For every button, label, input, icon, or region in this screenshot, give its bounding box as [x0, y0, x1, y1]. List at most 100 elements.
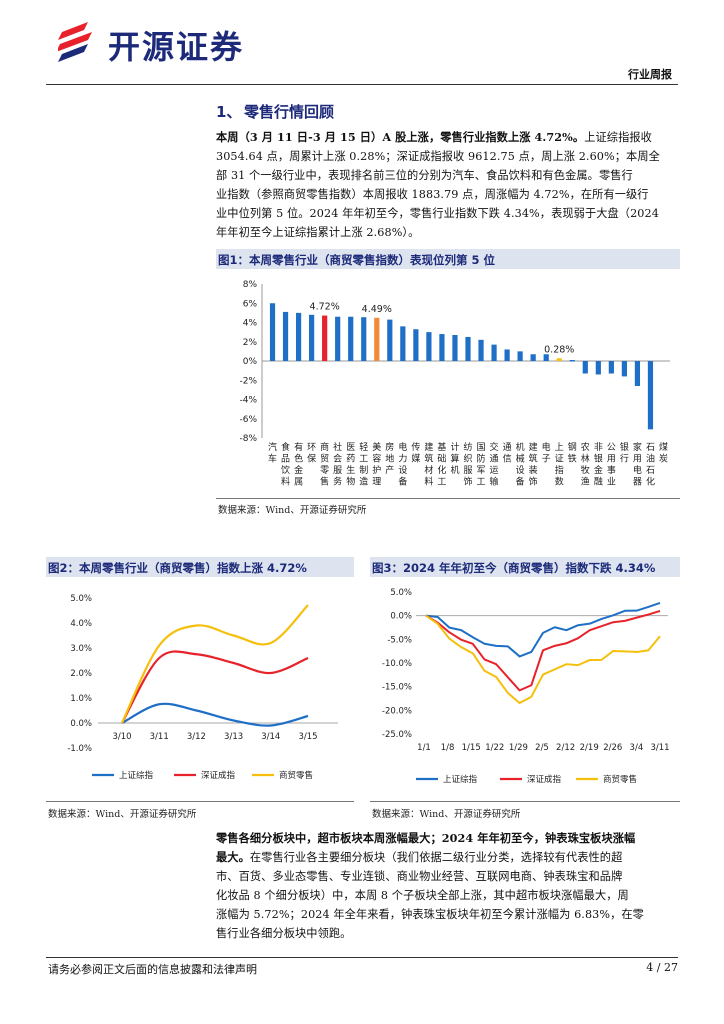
category-label-char: 电: [542, 441, 551, 453]
para2-line: 涨幅为 5.72%；2024 年全年来看，钟表珠宝板块年初至今累计涨幅为 6.8…: [216, 908, 644, 921]
category-label-char: 零: [320, 465, 329, 476]
para1-line: 3054.64 点，周累计上涨 0.28%；深证成指报收 9612.75 点，周…: [216, 150, 660, 163]
bar: [634, 361, 641, 387]
category-label-char: 机: [516, 441, 525, 453]
page-number: 4 / 27: [646, 961, 678, 974]
category-label-char: 材: [424, 464, 433, 476]
x-tick-label: 1/8: [441, 743, 455, 753]
bar: [556, 358, 562, 361]
category-label-char: 工: [359, 455, 368, 465]
category-label-char: 化: [437, 464, 446, 476]
category-label-char: 贸: [320, 453, 329, 465]
category-label-char: 售: [320, 476, 329, 488]
fig3-source-divider: [370, 801, 680, 802]
x-tick-label: 3/14: [261, 732, 280, 742]
category-label-char: 炭: [659, 454, 668, 465]
header-divider: [46, 84, 678, 85]
y-tick-label: 0.0%: [70, 719, 92, 729]
category-label-char: 石: [646, 443, 655, 453]
category-label-char: 机: [450, 464, 459, 476]
category-label-char: 金: [594, 464, 603, 476]
y-tick-label: 1.0%: [70, 694, 92, 704]
category-label-char: 交: [490, 441, 499, 453]
para1-line: 部 31 个一级行业中，表现排名前三位的分别为汽车、食品饮料和有色金属。零售行: [216, 169, 633, 182]
paragraph-1: 本周（3 月 11 日-3 月 15 日）A 股上涨，零售行业指数上涨 4.72…: [216, 128, 682, 242]
x-tick-label: 3/12: [187, 732, 206, 742]
x-tick-label: 2/26: [603, 743, 622, 753]
fig3-title-bar: [370, 557, 680, 577]
series-line: [121, 604, 309, 724]
category-label-char: 金: [294, 464, 303, 476]
category-label-char: 农: [581, 441, 590, 453]
bar: [282, 311, 289, 361]
category-label-char: 务: [333, 476, 342, 488]
fig1-source: 数据来源：Wind、开源证券研究所: [218, 505, 367, 516]
bar: [465, 336, 471, 361]
section-title: 零售行情回顾: [244, 103, 335, 121]
category-label-char: 器: [633, 477, 642, 488]
category-label-char: 证: [555, 454, 564, 465]
y-tick-label: 4.0%: [70, 619, 92, 629]
fig1-source-divider: [216, 498, 680, 499]
bar: [491, 344, 497, 361]
category-label-char: 社: [333, 441, 342, 453]
x-tick-label: 1/22: [485, 743, 504, 753]
category-label-char: 渔: [581, 477, 590, 488]
category-label-char: 食: [281, 441, 290, 453]
category-label-char: 钢: [568, 441, 577, 453]
legend-label: 深证成指: [527, 774, 562, 785]
category-label-char: 计: [450, 441, 459, 453]
y-tick-label: -6%: [239, 415, 257, 425]
para2-lead: 零售各细分板块中，超市板块本周涨幅最大；2024 年年初至今，钟表珠宝板块涨幅: [216, 831, 636, 845]
category-label-char: 运: [490, 465, 499, 476]
category-label-char: 石: [646, 466, 655, 476]
fig3-title: 图3：2024 年年初至今（商贸零售）指数下跌 4.34%: [372, 561, 656, 575]
category-label-char: 指: [555, 464, 564, 476]
x-tick-label: 2/12: [556, 743, 575, 753]
category-label-char: 有: [294, 441, 303, 453]
brand-logo: [56, 20, 98, 64]
category-label-char: 容: [372, 453, 381, 465]
y-tick-label: 5.0%: [390, 588, 412, 598]
bar: [582, 361, 588, 374]
legend-label: 上证综指: [443, 774, 478, 785]
bar: [413, 329, 419, 361]
fig2-source-divider: [46, 801, 354, 802]
category-label-char: 媒: [411, 454, 420, 465]
category-label-char: 产: [385, 464, 394, 476]
series-line: [425, 602, 661, 658]
y-tick-label: 0.0%: [390, 612, 412, 622]
category-label-char: 服: [463, 465, 472, 476]
category-label-char: 融: [594, 477, 603, 488]
category-label-char: 料: [424, 476, 433, 488]
y-tick-label: 0%: [243, 357, 258, 367]
category-label-char: 械: [516, 453, 525, 465]
para2-lead: 最大。: [216, 850, 250, 864]
bar: [426, 332, 432, 361]
bar: [608, 361, 614, 374]
y-tick-label: 4%: [243, 319, 258, 329]
bar: [517, 351, 523, 361]
fig1-title-bar: [216, 249, 680, 269]
category-label-char: 物: [346, 476, 355, 488]
bar: [295, 312, 302, 361]
x-tick-label: 2/19: [580, 743, 599, 753]
x-tick-label: 3/11: [650, 743, 669, 753]
category-label-char: 地: [385, 453, 394, 465]
doc-type-label: 行业周报: [628, 68, 672, 81]
category-label-char: 电: [398, 441, 407, 453]
category-label-char: 力: [398, 453, 407, 465]
logo-mark-icon: [56, 22, 92, 62]
section-number: 1、: [216, 103, 242, 121]
category-label-char: 输: [490, 476, 499, 488]
category-label-char: 备: [398, 476, 407, 488]
para1-line: 业中位列第 5 位。2024 年年初至今，零售行业指数下跌 4.34%，表现弱于…: [216, 207, 659, 220]
bar: [361, 317, 367, 361]
category-label-char: 用: [607, 454, 616, 465]
category-label-char: 制: [359, 464, 368, 476]
fig2-source: 数据来源：Wind、开源证券研究所: [48, 809, 197, 820]
y-tick-label: -2%: [239, 376, 257, 386]
category-label-char: 林: [581, 453, 590, 465]
para1-lead: 本周（3 月 11 日-3 月 15 日）A 股上涨，零售行业指数上涨 4.72…: [216, 130, 585, 144]
para2-line: 在零售行业各主要细分板块（我们依据二级行业分类，选择较有代表性的超: [249, 851, 623, 864]
